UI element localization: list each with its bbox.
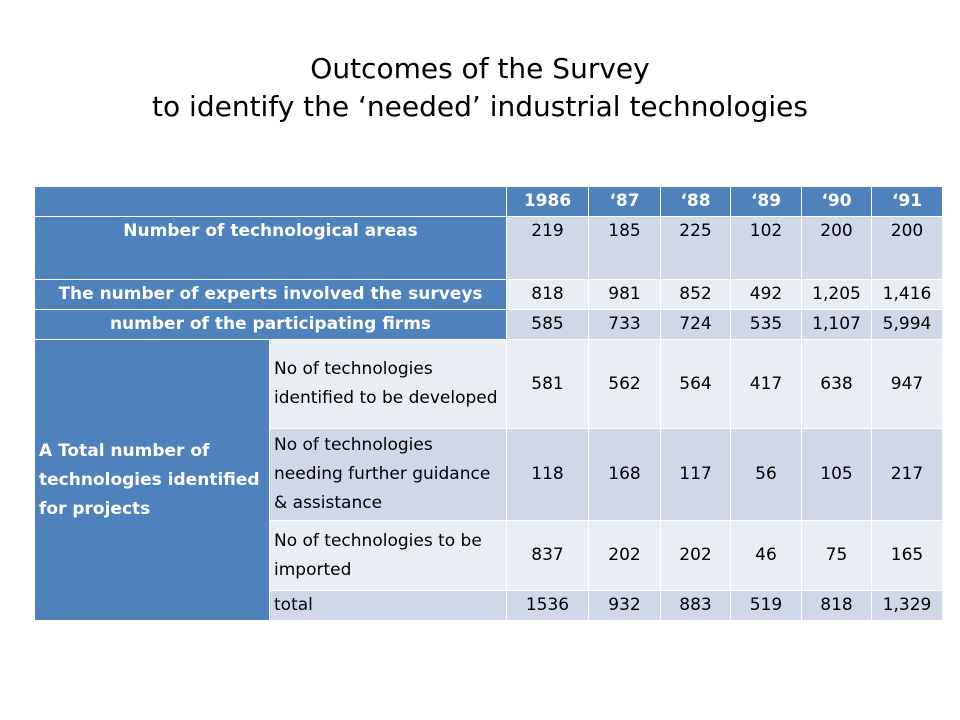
year-header: ‘91: [871, 186, 943, 217]
table-cell: 818: [506, 279, 589, 310]
table-cell: 519: [730, 590, 802, 621]
table-cell: 202: [588, 520, 661, 591]
year-header: ‘87: [588, 186, 661, 217]
table-cell: 168: [588, 428, 661, 521]
year-header: ‘90: [801, 186, 872, 217]
table-cell: 1,329: [871, 590, 943, 621]
table-cell: 492: [730, 279, 802, 310]
table-row-imported: No of technologies to be imported 837 20…: [35, 520, 943, 591]
table-cell: 932: [588, 590, 661, 621]
header-row: 1986 ‘87 ‘88 ‘89 ‘90 ‘91: [34, 186, 943, 217]
table-cell: 417: [730, 339, 802, 429]
table-cell: 165: [871, 520, 943, 591]
slide-title-line-1: Outcomes of the Survey: [310, 52, 650, 85]
table-cell: 105: [801, 428, 872, 521]
header-corner-cell: [34, 186, 507, 217]
table-cell: 219: [506, 216, 589, 280]
subrow-label: No of technologies identified to be deve…: [269, 339, 507, 429]
subrow-label: total: [269, 590, 507, 621]
survey-outcomes-table: 1986 ‘87 ‘88 ‘89 ‘90 ‘91 Number of techn…: [34, 186, 943, 621]
table-cell: 564: [660, 339, 731, 429]
slide-title-line-2: to identify the ‘needed’ industrial tech…: [152, 90, 808, 123]
table-cell: 202: [660, 520, 731, 591]
table-cell: 200: [801, 216, 872, 280]
table-cell: 1,107: [801, 309, 872, 340]
table-cell: 585: [506, 309, 589, 340]
subrow-label: No of technologies to be imported: [269, 520, 507, 591]
table-cell: 117: [660, 428, 731, 521]
table-cell: 883: [660, 590, 731, 621]
table-cell: 1,205: [801, 279, 872, 310]
table-cell: 46: [730, 520, 802, 591]
table-row-developed: A Total number of technologies identifie…: [34, 339, 943, 621]
table-cell: 638: [801, 339, 872, 429]
row-label: number of the participating firms: [34, 309, 507, 340]
table-cell: 1,416: [871, 279, 943, 310]
table-cell: 225: [660, 216, 731, 280]
table-cell: 947: [871, 339, 943, 429]
table-cell: 217: [871, 428, 943, 521]
table-row-experts: The number of experts involved the surve…: [34, 279, 943, 310]
table-cell: 837: [506, 520, 589, 591]
row-label: The number of experts involved the surve…: [34, 279, 507, 310]
subrow-label: No of technologies needing further guida…: [269, 428, 507, 521]
table-row-total: total 1536 932 883 519 818 1,329: [35, 590, 943, 621]
table-cell: 581: [506, 339, 589, 429]
table-cell: 981: [588, 279, 661, 310]
table-cell: 818: [801, 590, 872, 621]
table-row-firms: number of the participating firms 585 73…: [34, 309, 943, 340]
table-cell: 56: [730, 428, 802, 521]
slide-title: Outcomes of the Survey to identify the ‘…: [0, 50, 960, 126]
table-cell: 733: [588, 309, 661, 340]
table-row-technological-areas: Number of technological areas 219 185 22…: [34, 216, 943, 280]
year-header: 1986: [506, 186, 589, 217]
table-cell: 118: [506, 428, 589, 521]
table-cell: 5,994: [871, 309, 943, 340]
table-cell: 102: [730, 216, 802, 280]
table-cell: 535: [730, 309, 802, 340]
row-label: Number of technological areas: [34, 216, 507, 280]
table-cell: 185: [588, 216, 661, 280]
table-row-guidance: No of technologies needing further guida…: [35, 428, 943, 521]
year-header: ‘89: [730, 186, 802, 217]
table-cell: 562: [588, 339, 661, 429]
table-cell: 1536: [506, 590, 589, 621]
table-cell: 75: [801, 520, 872, 591]
group-label: A Total number of technologies identifie…: [34, 339, 270, 621]
year-header: ‘88: [660, 186, 731, 217]
table-cell: 724: [660, 309, 731, 340]
table-cell: 200: [871, 216, 943, 280]
table-cell: 852: [660, 279, 731, 310]
